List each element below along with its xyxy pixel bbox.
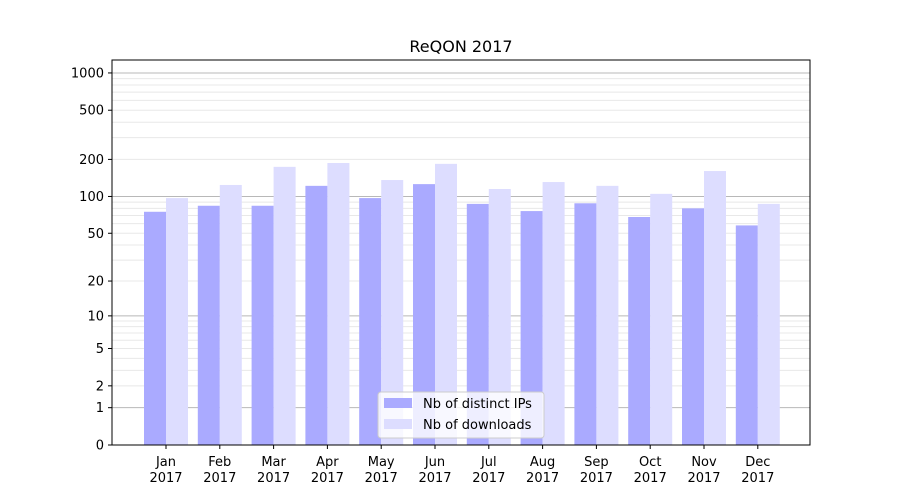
bar-distinct-ips — [413, 184, 435, 445]
x-tick-label: Dec 2017 — [741, 455, 774, 486]
x-tick-label: Feb 2017 — [203, 455, 236, 486]
x-tick-label: Apr 2017 — [311, 455, 344, 486]
bar-distinct-ips — [520, 211, 543, 445]
bar-downloads — [273, 166, 296, 445]
bar-downloads — [435, 163, 457, 445]
bar-downloads — [381, 180, 404, 446]
bar-downloads — [650, 193, 673, 445]
x-tick-label-line: 2017 — [634, 471, 667, 486]
y-tick-label: 0 — [96, 439, 104, 454]
legend: Nb of distinct IPs Nb of downloads — [377, 391, 545, 439]
bar-distinct-ips — [466, 203, 489, 445]
x-tick-label: Aug 2017 — [526, 455, 559, 486]
bar-downloads — [542, 182, 565, 445]
y-tick-label: 1000 — [71, 66, 104, 81]
y-axis: 0 1 2 5 10 20 50 100 200 500 1000 — [71, 66, 112, 454]
y-tick-label: 200 — [79, 153, 104, 168]
bar-downloads — [166, 198, 188, 445]
x-tick-label: May 2017 — [365, 455, 398, 486]
legend-label: Nb of downloads — [423, 418, 532, 433]
y-tick-label: 5 — [96, 342, 104, 357]
bar-downloads — [704, 171, 726, 445]
y-tick-label: 10 — [87, 309, 104, 324]
legend-label: Nb of distinct IPs — [423, 397, 532, 412]
x-tick-label-line: 2017 — [580, 471, 613, 486]
legend-swatch — [384, 419, 412, 429]
x-tick-label: Oct 2017 — [634, 455, 667, 486]
x-tick-label-line: Aug — [530, 455, 555, 470]
x-tick-label: Jun 2017 — [418, 455, 451, 486]
x-tick-label-line: 2017 — [687, 471, 720, 486]
x-tick-label-line: Oct — [639, 455, 661, 470]
bar-distinct-ips — [197, 205, 220, 445]
x-tick-label: Sep 2017 — [580, 455, 613, 486]
x-tick-label-line: 2017 — [365, 471, 398, 486]
y-tick-label: 50 — [87, 227, 104, 242]
bar-distinct-ips — [574, 203, 597, 445]
bar-downloads — [488, 189, 511, 445]
x-tick-label-line: Nov — [691, 455, 717, 470]
x-tick-label-line: 2017 — [257, 471, 290, 486]
legend-swatch — [384, 398, 412, 408]
x-tick-label-line: 2017 — [741, 471, 774, 486]
y-tick-label: 2 — [96, 379, 104, 394]
x-tick-label-line: May — [368, 455, 395, 470]
x-tick-label-line: 2017 — [418, 471, 451, 486]
x-tick-label-line: 2017 — [311, 471, 344, 486]
bar-distinct-ips — [359, 198, 382, 445]
bar-distinct-ips — [305, 185, 328, 446]
y-tick-label: 1 — [96, 401, 104, 416]
x-tick-label-line: Feb — [208, 455, 231, 470]
chart-title: ReQON 2017 — [409, 37, 512, 56]
y-tick-label: 20 — [87, 275, 104, 290]
x-tick-label-line: 2017 — [472, 471, 505, 486]
bar-distinct-ips — [735, 225, 758, 445]
x-tick-label: Nov 2017 — [687, 455, 720, 486]
x-tick-label-line: 2017 — [203, 471, 236, 486]
x-tick-label: Mar 2017 — [257, 455, 290, 486]
y-tick-label: 100 — [79, 190, 104, 205]
legend-box — [377, 391, 545, 439]
bar-downloads — [327, 163, 350, 445]
bar-distinct-ips — [144, 211, 166, 445]
y-tick-label: 500 — [79, 104, 104, 119]
bar-downloads — [596, 185, 619, 446]
bars — [144, 163, 780, 446]
plot-frame — [111, 59, 811, 446]
x-tick-label-line: Dec — [745, 455, 770, 470]
x-tick-label: Jan 2017 — [149, 455, 182, 486]
x-tick-label-line: Apr — [316, 455, 339, 470]
x-tick-label-line: Mar — [261, 455, 286, 470]
x-tick-label: Jul 2017 — [472, 455, 505, 486]
bar-distinct-ips — [682, 208, 704, 445]
bar-distinct-ips — [628, 216, 651, 445]
bar-downloads — [219, 184, 242, 445]
bar-downloads — [757, 203, 780, 445]
x-tick-label-line: 2017 — [149, 471, 182, 486]
x-tick-label-line: Jan — [155, 455, 176, 470]
x-tick-label-line: 2017 — [526, 471, 559, 486]
x-tick-label-line: Jun — [424, 455, 445, 470]
x-tick-label-line: Sep — [584, 455, 609, 470]
x-tick-label-line: Jul — [480, 455, 497, 470]
bar-distinct-ips — [251, 205, 274, 445]
